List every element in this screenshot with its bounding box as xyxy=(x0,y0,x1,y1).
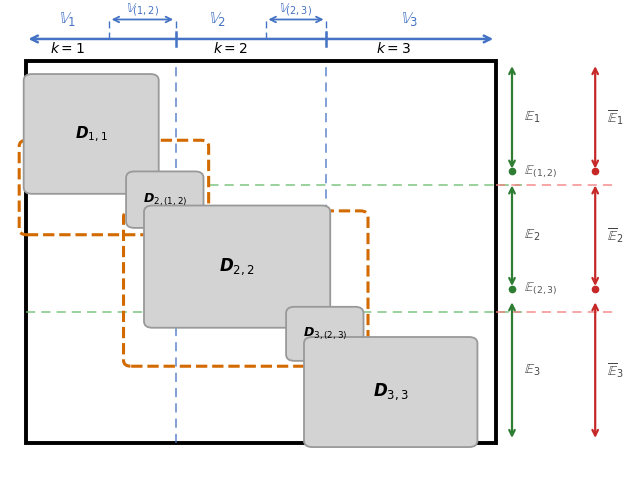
Text: $\boldsymbol{D}_{2,(1,2)}$: $\boldsymbol{D}_{2,(1,2)}$ xyxy=(143,191,187,208)
Text: $\mathbb{V}_2$: $\mathbb{V}_2$ xyxy=(209,10,226,28)
Text: $k=3$: $k=3$ xyxy=(376,41,411,56)
Text: $k=2$: $k=2$ xyxy=(213,41,248,56)
Text: $\mathbb{E}_{(1,2)}$: $\mathbb{E}_{(1,2)}$ xyxy=(524,163,557,180)
Text: $\overline{\mathbb{E}}_1$: $\overline{\mathbb{E}}_1$ xyxy=(607,108,623,127)
Text: $\mathbb{E}_1$: $\mathbb{E}_1$ xyxy=(524,110,540,125)
FancyBboxPatch shape xyxy=(144,206,330,328)
Text: $\mathbb{V}_1$: $\mathbb{V}_1$ xyxy=(59,10,76,28)
FancyBboxPatch shape xyxy=(24,74,159,194)
Text: $\boldsymbol{D}_{2,2}$: $\boldsymbol{D}_{2,2}$ xyxy=(220,256,255,277)
Bar xyxy=(26,61,496,443)
Text: $\mathbb{E}_2$: $\mathbb{E}_2$ xyxy=(524,228,540,244)
FancyBboxPatch shape xyxy=(304,337,477,447)
Text: $\mathbb{E}_3$: $\mathbb{E}_3$ xyxy=(524,362,540,378)
Text: $\boldsymbol{D}_{3,(2,3)}$: $\boldsymbol{D}_{3,(2,3)}$ xyxy=(303,326,347,342)
Text: $\mathbb{V}_{(2,3)}$: $\mathbb{V}_{(2,3)}$ xyxy=(280,1,312,18)
Text: $\mathbb{V}_3$: $\mathbb{V}_3$ xyxy=(401,10,418,28)
Text: $\overline{\mathbb{E}}_3$: $\overline{\mathbb{E}}_3$ xyxy=(607,361,623,379)
FancyBboxPatch shape xyxy=(126,171,204,228)
Text: $\boldsymbol{D}_{1,1}$: $\boldsymbol{D}_{1,1}$ xyxy=(75,124,108,144)
Text: $\mathbb{V}_{(1,2)}$: $\mathbb{V}_{(1,2)}$ xyxy=(126,1,159,18)
FancyBboxPatch shape xyxy=(286,307,364,361)
Text: $\overline{\mathbb{E}}_2$: $\overline{\mathbb{E}}_2$ xyxy=(607,226,623,245)
Text: $\mathbb{E}_{(2,3)}$: $\mathbb{E}_{(2,3)}$ xyxy=(524,281,557,297)
Text: $\boldsymbol{D}_{3,3}$: $\boldsymbol{D}_{3,3}$ xyxy=(373,382,408,402)
Text: $k=1$: $k=1$ xyxy=(50,41,84,56)
